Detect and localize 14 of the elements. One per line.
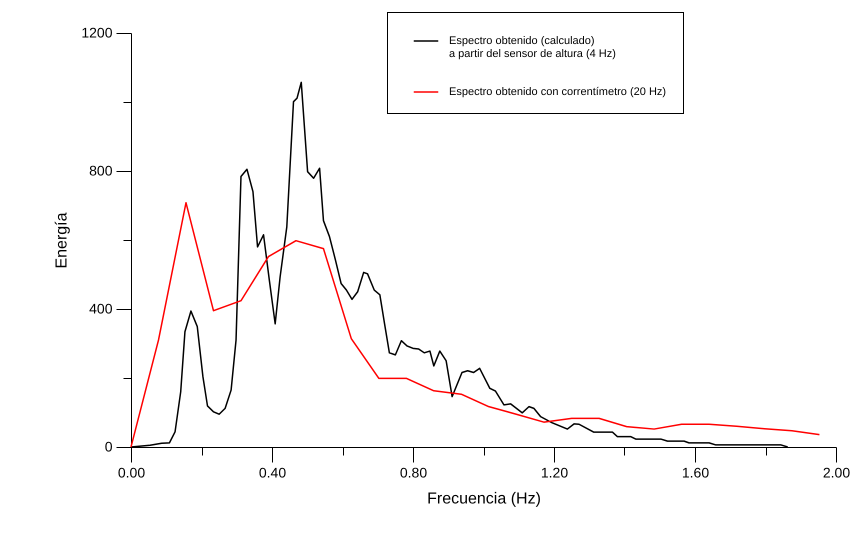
legend-label: Espectro obtenido (calculado) a partir del sensor de altura (4 Hz) <box>449 35 616 60</box>
x-axis-title: Frecuencia (Hz) <box>427 490 541 508</box>
y-tick-label: 800 <box>89 162 113 178</box>
y-tick-label: 400 <box>89 300 113 316</box>
x-tick-label: 1.20 <box>540 464 568 480</box>
x-tick-label: 0.80 <box>400 464 428 480</box>
legend-label: Espectro obtenido con correntímetro (20 Hz) <box>449 86 666 98</box>
y-tick-label: 0 <box>104 438 113 454</box>
x-tick-label: 1.60 <box>682 464 710 480</box>
x-tick-label: 0.40 <box>258 464 286 480</box>
y-axis-title: Energía <box>53 212 70 269</box>
y-tick-label: 1200 <box>81 24 113 40</box>
x-tick-label: 2.00 <box>822 464 850 480</box>
x-tick-label: 0.00 <box>118 464 146 480</box>
